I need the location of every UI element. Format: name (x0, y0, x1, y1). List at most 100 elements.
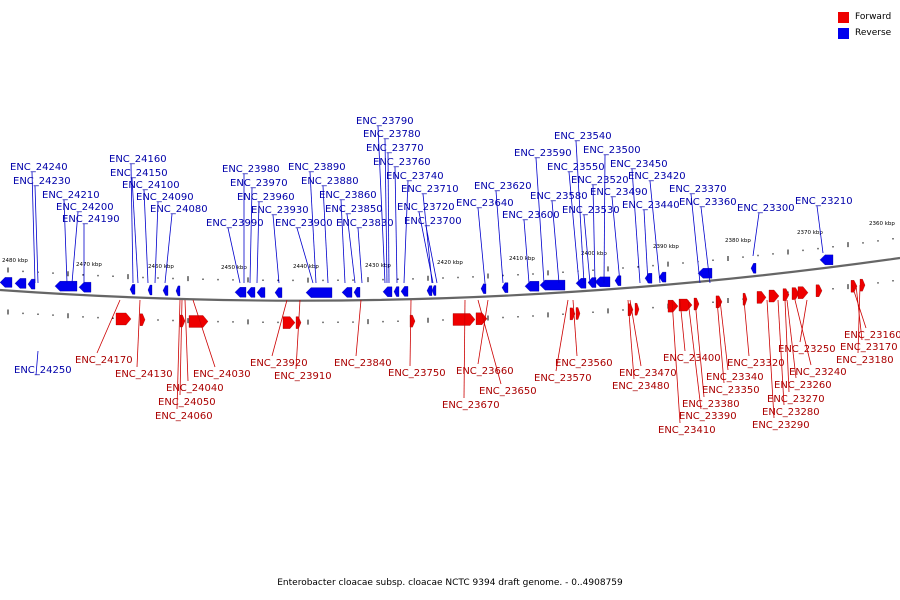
forward-gene-leader (794, 299, 812, 366)
reverse-gene-leader (131, 177, 139, 284)
reverse-gene-label: ENC_23720 (397, 202, 455, 213)
forward-gene-leader (857, 284, 861, 354)
reverse-gene-arrow (175, 285, 181, 297)
forward-gene-label: ENC_23350 (702, 385, 760, 396)
forward-gene-leader (184, 299, 189, 382)
forward-gene-arrow (768, 289, 780, 303)
reverse-gene-leader (154, 201, 159, 284)
reverse-gene-arrow (697, 268, 713, 279)
reverse-gene-label: ENC_24230 (13, 176, 71, 187)
reverse-gene-leader (603, 154, 606, 284)
reverse-gene-label: ENC_23760 (373, 157, 431, 168)
reverse-gene-arrow (480, 283, 487, 294)
reverse-gene-label: ENC_23710 (401, 184, 459, 195)
forward-gene-arrow (634, 303, 640, 316)
forward-gene-label: ENC_23160 (844, 330, 900, 341)
reverse-gene-leader (690, 193, 701, 284)
forward-gene-leader (477, 299, 489, 365)
reverse-gene-arrow (382, 286, 393, 297)
forward-gene-label: ENC_23280 (762, 407, 820, 418)
reverse-gene-label: ENC_23850 (325, 204, 383, 215)
forward-gene-label: ENC_24170 (75, 355, 133, 366)
legend-reverse: Reverse (838, 25, 891, 41)
reverse-gene-leader (309, 171, 317, 284)
reverse-gene-arrow (750, 263, 757, 274)
forward-gene-leader (786, 299, 797, 379)
axis-ticks: 2480 kbp 2470 kbp 2460 kbp 2450 kbp 2440 kbp… (2, 221, 895, 325)
reverse-gene-arrow (341, 287, 353, 298)
legend-forward: Forward (838, 9, 891, 25)
reverse-gene-label: ENC_23930 (251, 205, 309, 216)
forward-gene-label: ENC_23660 (456, 366, 514, 377)
forward-gene-arrow (115, 312, 132, 326)
forward-gene-label: ENC_23380 (682, 399, 740, 410)
forward-gene-arrow (742, 293, 748, 306)
reverse-gene-label: ENC_24160 (109, 154, 167, 165)
axis-tick-label: 2470 kbp (76, 262, 102, 268)
reverse-gene-arrow (27, 278, 36, 290)
reverse-gene-leader (575, 140, 585, 284)
genome-caption: Enterobacter cloacae subsp. cloacae NCTC… (277, 578, 623, 588)
axis-tick-label: 2480 kbp (2, 258, 28, 264)
reverse-gene-arrow (524, 281, 540, 292)
forward-gene-leader (766, 299, 775, 419)
forward-gene-label: ENC_23400 (663, 353, 721, 364)
reverse-gene-arrow (305, 287, 333, 298)
forward-gene-arrow (452, 313, 476, 326)
forward-gene-leader (572, 299, 578, 357)
forward-gene-leader (409, 299, 412, 367)
reverse-gene-label: ENC_23420 (628, 171, 686, 182)
forward-gene-label: ENC_23290 (752, 420, 810, 431)
reverse-gene-label: ENC_23550 (547, 162, 605, 173)
reverse-gene-leader (495, 190, 504, 284)
reverse-gene-arrow (501, 282, 509, 293)
legend-reverse-label: Reverse (855, 28, 892, 38)
forward-gene-leader (192, 299, 216, 368)
reverse-gene-leader (535, 157, 545, 284)
reverse-gene-leader (340, 199, 346, 284)
forward-gene-label: ENC_24030 (193, 369, 251, 380)
axis-tick-label: 2440 kbp (293, 264, 319, 270)
forward-gene-label: ENC_23910 (274, 371, 332, 382)
forward-gene-label: ENC_23480 (612, 381, 670, 392)
forward-gene-leader (96, 299, 121, 354)
reverse-gene-leader (35, 350, 39, 376)
reverse-gene-arrow (147, 284, 153, 296)
forward-gene-leader (176, 299, 181, 410)
forward-gene-leader (687, 299, 702, 410)
reverse-gene-label: ENC_23300 (737, 203, 795, 214)
reverse-gene-leader (700, 206, 711, 284)
reverse-gene-label: ENC_23990 (206, 218, 264, 229)
reverse-gene-arrow (819, 254, 834, 265)
reverse-gene-label: ENC_24200 (56, 202, 114, 213)
genome-backbone (0, 256, 900, 302)
forward-gene-label: ENC_23170 (840, 342, 898, 353)
forward-gene-arrow (693, 297, 700, 311)
reverse-gene-arrow (575, 278, 587, 289)
reverse-gene-arrow (644, 273, 653, 284)
reverse-gene-label: ENC_24100 (122, 180, 180, 191)
reverse-gene-leader (71, 211, 79, 284)
forward-gene-label: ENC_23340 (706, 372, 764, 383)
forward-gene-arrow (179, 314, 186, 328)
reverse-gene-arrow (256, 287, 266, 298)
reverse-gene-label: ENC_23540 (554, 131, 612, 142)
forward-gene-leader (179, 299, 183, 396)
reverse-gene-label: ENC_23860 (319, 190, 377, 201)
axis-tick-label: 2450 kbp (221, 265, 247, 271)
axis-tick-label: 2460 kbp (148, 264, 174, 270)
reverse-gene-label: ENC_23370 (669, 184, 727, 195)
forward-gene-leader (271, 299, 288, 357)
reverse-gene-leader (357, 227, 363, 284)
forward-gene-leader (694, 299, 705, 398)
forward-gene-leader (463, 299, 466, 399)
forward-gene-label: ENC_23270 (767, 394, 825, 405)
reverse-gene-label: ENC_23780 (363, 129, 421, 140)
forward-gene-leader (777, 299, 785, 406)
forward-gene-label: ENC_24050 (158, 397, 216, 408)
reverse-gene-label: ENC_24250 (14, 365, 72, 376)
forward-gene-label: ENC_23320 (727, 358, 785, 369)
reverse-gene-label: ENC_23640 (456, 198, 514, 209)
reverse-gene-arrow (234, 287, 247, 298)
reverse-gene-label: ENC_23790 (356, 116, 414, 127)
